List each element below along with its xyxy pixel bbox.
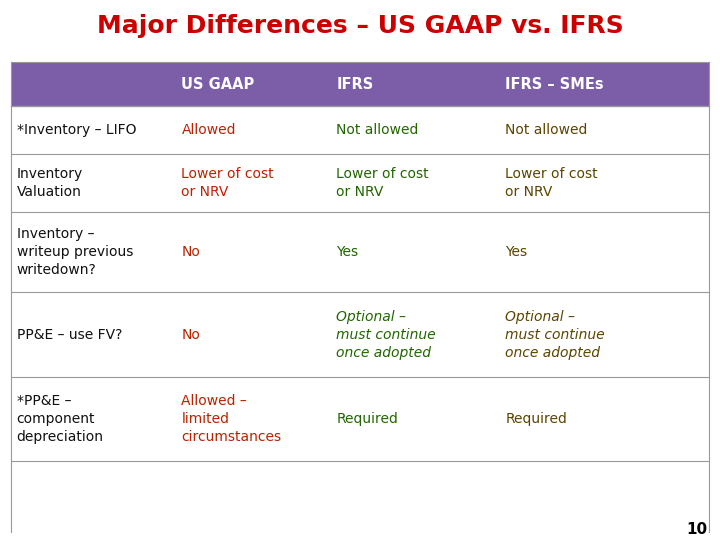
Text: Required: Required <box>336 413 398 426</box>
Text: Major Differences – US GAAP vs. IFRS: Major Differences – US GAAP vs. IFRS <box>96 14 624 37</box>
Text: Required: Required <box>505 413 567 426</box>
Text: Lower of cost
or NRV: Lower of cost or NRV <box>181 167 274 199</box>
Text: Not allowed: Not allowed <box>336 123 418 137</box>
Text: IFRS: IFRS <box>336 77 374 92</box>
Text: IFRS – SMEs: IFRS – SMEs <box>505 77 604 92</box>
Text: Inventory
Valuation: Inventory Valuation <box>17 167 83 199</box>
Text: Yes: Yes <box>505 245 528 259</box>
Text: *Inventory – LIFO: *Inventory – LIFO <box>17 123 136 137</box>
Text: Allowed: Allowed <box>181 123 236 137</box>
Text: Lower of cost
or NRV: Lower of cost or NRV <box>505 167 598 199</box>
Text: Lower of cost
or NRV: Lower of cost or NRV <box>336 167 429 199</box>
Text: PP&E – use FV?: PP&E – use FV? <box>17 328 122 342</box>
Text: Not allowed: Not allowed <box>505 123 588 137</box>
Text: Optional –
must continue
once adopted: Optional – must continue once adopted <box>505 310 605 360</box>
Text: Optional –
must continue
once adopted: Optional – must continue once adopted <box>336 310 436 360</box>
Text: *PP&E –
component
depreciation: *PP&E – component depreciation <box>17 394 104 444</box>
Text: US GAAP: US GAAP <box>181 77 255 92</box>
Text: 10: 10 <box>686 522 707 537</box>
Text: No: No <box>181 328 200 342</box>
Text: Inventory –
writeup previous
writedown?: Inventory – writeup previous writedown? <box>17 227 133 277</box>
Text: Yes: Yes <box>336 245 359 259</box>
Text: Allowed –
limited
circumstances: Allowed – limited circumstances <box>181 394 282 444</box>
Text: No: No <box>181 245 200 259</box>
Bar <box>11 62 709 106</box>
